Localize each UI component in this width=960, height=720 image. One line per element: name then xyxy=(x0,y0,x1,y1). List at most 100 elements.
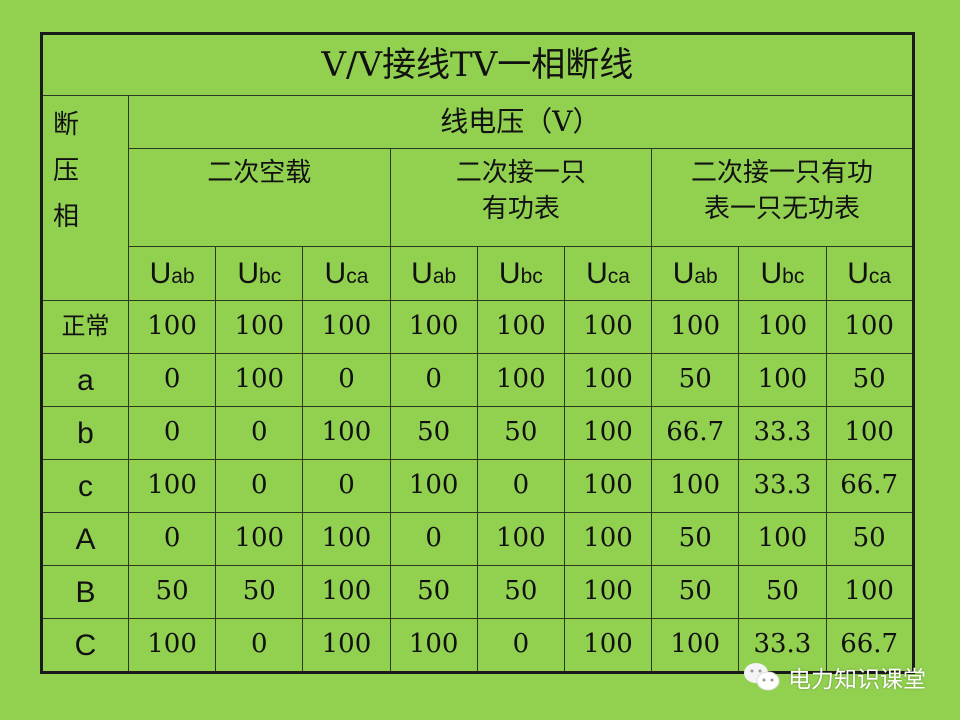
table-cell: 0 xyxy=(389,512,478,566)
table-cell: 100 xyxy=(825,406,914,460)
table-cell: 100 xyxy=(127,618,217,673)
table-cell: 100 xyxy=(563,300,653,354)
table-cell: 50 xyxy=(215,565,304,619)
table-cell: 0 xyxy=(476,618,565,673)
column-header-main: U xyxy=(149,257,172,290)
table-cell: 100 xyxy=(476,512,565,566)
group-header: 二次空载 xyxy=(128,148,391,247)
table-row: a 0 100 0 0 100 100 50 100 50 xyxy=(41,353,914,407)
table-cell: 0 xyxy=(127,512,217,566)
column-header-sub: bc xyxy=(782,265,805,288)
row-label: b xyxy=(41,406,129,460)
column-header-sub: ab xyxy=(694,265,718,288)
group-header-line: 有功表 xyxy=(481,194,560,224)
group-header-line: 二次接一只 xyxy=(455,158,586,188)
table-cell: 100 xyxy=(302,300,391,354)
table-cell: 100 xyxy=(651,459,740,513)
table-row: B 50 50 100 50 50 100 50 50 100 xyxy=(41,565,914,619)
table-cell: 0 xyxy=(127,353,217,407)
table-cell: 50 xyxy=(389,565,478,619)
table-cell: 50 xyxy=(651,565,740,619)
watermark: 电力知识课堂 xyxy=(742,660,926,694)
table-cell: 100 xyxy=(302,565,391,619)
row-label: A xyxy=(41,512,129,566)
column-header-main: U xyxy=(586,257,608,290)
row-label: B xyxy=(41,565,129,619)
table-cell: 100 xyxy=(563,459,653,513)
table-cell: 0 xyxy=(302,459,391,513)
table-cell: 66.7 xyxy=(651,406,740,460)
table-cell: 0 xyxy=(389,353,478,407)
table-cell: 50 xyxy=(825,512,914,566)
table-cell: 50 xyxy=(651,353,740,407)
column-header: Uca xyxy=(563,246,653,301)
table-cell: 100 xyxy=(389,459,478,513)
table-cell: 100 xyxy=(215,300,304,354)
table-cell: 100 xyxy=(563,565,653,619)
table-cell: 100 xyxy=(302,618,391,673)
table-cell: 100 xyxy=(738,512,827,566)
table-cell: 66.7 xyxy=(825,618,914,673)
table-cell: 66.7 xyxy=(825,459,914,513)
column-header-main: U xyxy=(672,257,695,290)
table-row: 正常 100 100 100 100 100 100 100 100 100 xyxy=(41,300,914,354)
table-cell: 100 xyxy=(563,353,653,407)
column-header-sub: ab xyxy=(432,265,457,288)
column-header-main: U xyxy=(847,257,869,290)
table-title: V/V接线TV一相断线 xyxy=(41,33,914,96)
table-cell: 50 xyxy=(389,406,478,460)
table-cell: 100 xyxy=(563,406,653,460)
column-header-sub: bc xyxy=(259,265,282,288)
table-row: C 100 0 100 100 0 100 100 33.3 66.7 xyxy=(41,618,914,673)
column-header-sub: ca xyxy=(607,265,630,288)
table-cell: 50 xyxy=(476,406,565,460)
column-header-sub: ab xyxy=(171,265,195,288)
watermark-text: 电力知识课堂 xyxy=(788,667,926,693)
wechat-icon xyxy=(744,663,780,691)
column-header-sub: bc xyxy=(520,265,543,288)
table-cell: 50 xyxy=(825,353,914,407)
table-cell: 50 xyxy=(651,512,740,566)
table-cell: 100 xyxy=(563,512,653,566)
column-header-sub: ca xyxy=(868,265,892,288)
column-header: Uca xyxy=(302,246,391,301)
phase-break-table: V/V接线TV一相断线 断 压 相 线电压（V） 二次空载 二次接一只有功表 二… xyxy=(40,32,915,674)
column-header-main: U xyxy=(324,257,347,290)
table-cell: 100 xyxy=(215,512,304,566)
side-header-char: 压 xyxy=(53,156,80,186)
column-header-sub: ca xyxy=(346,265,369,288)
table-cell: 0 xyxy=(215,459,304,513)
row-label: C xyxy=(41,618,129,673)
table-cell: 100 xyxy=(127,459,217,513)
column-header-main: U xyxy=(237,257,260,290)
table-cell: 100 xyxy=(302,512,391,566)
table-cell: 100 xyxy=(389,618,478,673)
column-header-main: U xyxy=(498,257,521,290)
row-label: 正常 xyxy=(41,300,129,354)
table-cell: 50 xyxy=(127,565,217,619)
table-cell: 50 xyxy=(476,565,565,619)
column-header: Ubc xyxy=(738,246,827,301)
table-cell: 100 xyxy=(738,353,827,407)
table-cell: 100 xyxy=(738,300,827,354)
table-cell: 0 xyxy=(127,406,217,460)
table-cell: 100 xyxy=(651,300,740,354)
side-header-char: 断 xyxy=(53,110,80,140)
side-header: 断 压 相 xyxy=(41,95,129,301)
group-header-line: 二次接一只有功 xyxy=(690,158,873,188)
column-header: Ubc xyxy=(476,246,565,301)
table-cell: 50 xyxy=(738,565,827,619)
row-label: a xyxy=(41,353,129,407)
side-header-char: 相 xyxy=(53,202,80,232)
voltage-header: 线电压（V） xyxy=(128,95,914,149)
column-header-main: U xyxy=(411,257,433,290)
column-header-main: U xyxy=(760,257,783,290)
table-cell: 100 xyxy=(476,353,565,407)
table-cell: 0 xyxy=(302,353,391,407)
table-cell: 100 xyxy=(127,300,217,354)
group-header-line: 二次空载 xyxy=(207,158,312,188)
column-header: Ubc xyxy=(215,246,304,301)
table-row: b 0 0 100 50 50 100 66.7 33.3 100 xyxy=(41,406,914,460)
row-label: c xyxy=(41,459,129,513)
table-cell: 100 xyxy=(215,353,304,407)
